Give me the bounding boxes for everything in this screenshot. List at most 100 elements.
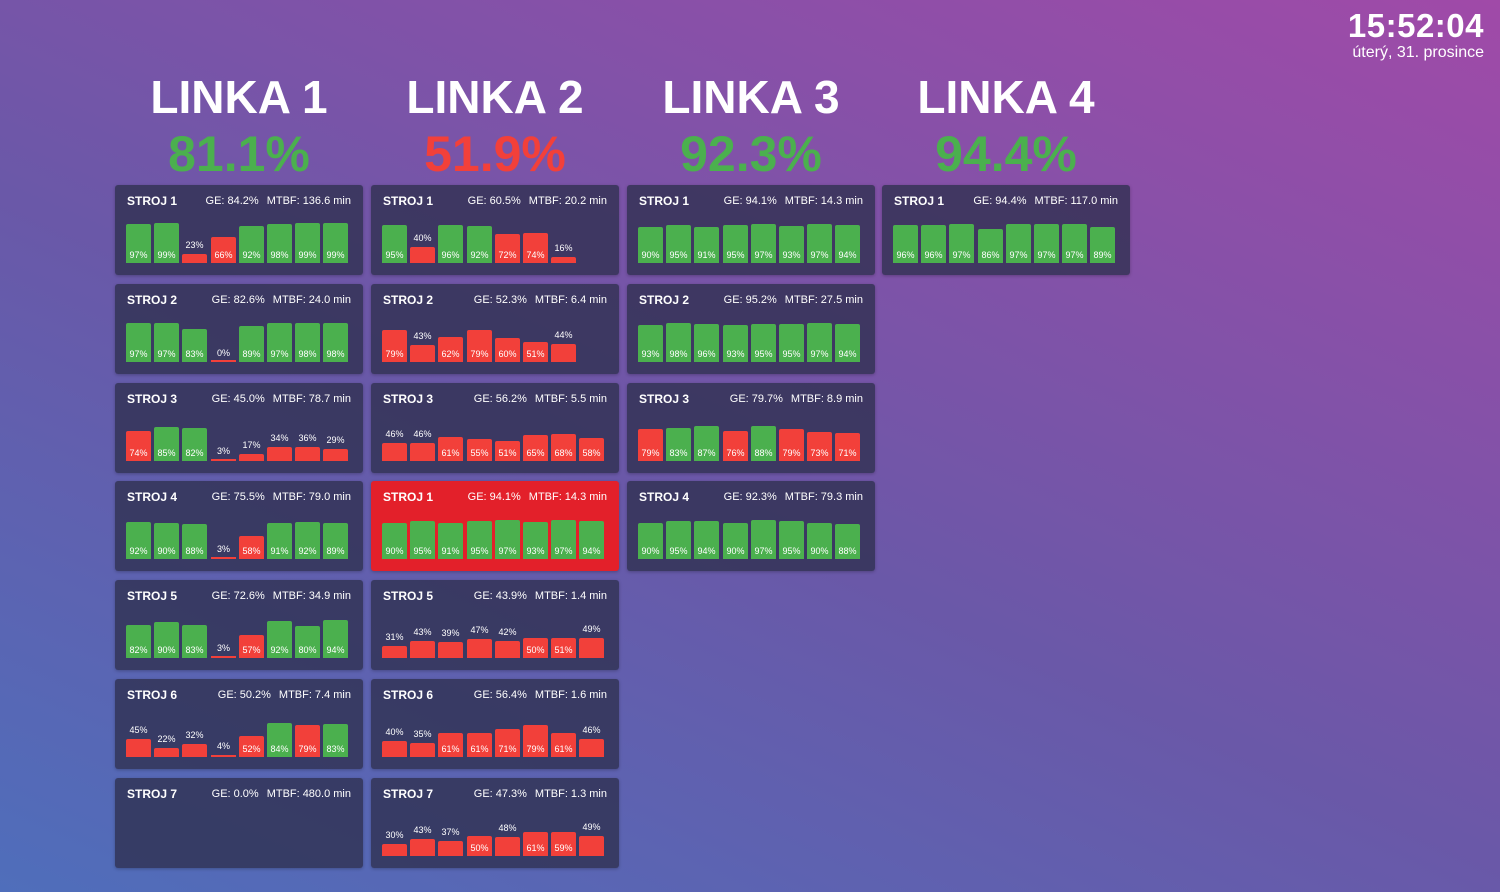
clock-date: úterý, 31. prosince [1352,44,1484,61]
hour-bar-label: 82% [185,448,204,458]
hour-bar [126,224,151,263]
hour-bar-label: 99% [298,250,317,260]
hour-bar [438,841,463,856]
machine-name: STROJ 6 [383,688,434,702]
hour-bar [666,428,691,461]
mtbf-label: MTBF: [266,788,300,800]
hour-bar-label: 60% [498,349,517,359]
machine-stats: GE: 72.6% MTBF: 34.9 min [212,590,351,602]
hour-bar [579,739,604,757]
machine-card[interactable]: STROJ 1 GE: 94.1% MTBF: 14.3 min 90% 95% 91% 95%… [371,481,619,571]
hour-bar-label: 79% [298,744,317,754]
machine-card[interactable]: STROJ 5 GE: 72.6% MTBF: 34.9 min 82% 90% 83% 3% 5… [115,580,363,670]
hour-bar-label: 94% [697,546,716,556]
machine-stats: GE: 52.3% MTBF: 6.4 min [474,294,607,306]
hourly-bars: 90% 95% 94% 90% 97% 95% 90% 88% [638,511,863,559]
mtbf-label: MTBF: [272,491,306,503]
hour-bar [835,324,860,362]
hour-bar-label: 92% [242,250,261,260]
machine-card[interactable]: STROJ 1 GE: 94.1% MTBF: 14.3 min 90% 95% 91% 95%… [627,185,875,275]
hour-bar [267,523,292,559]
hour-bar [382,330,407,362]
hour-bar [694,426,719,461]
hour-bar-label: 55% [470,448,489,458]
machine-card[interactable]: STROJ 1 GE: 94.4% MTBF: 117.0 min 96% 96% 97% 86… [882,185,1130,275]
hour-bar [551,257,576,263]
machine-card[interactable]: STROJ 3 GE: 79.7% MTBF: 8.9 min 79% 83% 87% 76% 8… [627,383,875,473]
hourly-bars: 96% 96% 97% 86% 97% 97% 97% 89% [893,215,1118,263]
hour-bar-label: 61% [441,744,460,754]
machine-card[interactable]: STROJ 1 GE: 84.2% MTBF: 136.6 min 97% 99% 23% 66… [115,185,363,275]
machine-stats: GE: 94.1% MTBF: 14.3 min [468,491,607,503]
ge-label: GE: [211,788,231,800]
hourly-bars: 74% 85% 82% 3% 17% 34% 36% 29% [126,413,351,461]
hourly-bars: 79% 43% 62% 79% 60% 51% 44% [382,314,607,362]
hour-bar-label: 49% [582,822,601,832]
hour-bar-label: 47% [470,625,489,635]
hour-bar [410,839,435,856]
mtbf-label: MTBF: [266,195,300,207]
machine-name: STROJ 2 [127,293,178,307]
hour-bar [495,641,520,658]
machine-card[interactable]: STROJ 2 GE: 95.2% MTBF: 27.5 min 93% 98% 96% 93%… [627,284,875,374]
hour-bar [239,536,264,559]
hour-bar [495,234,520,263]
hour-bar [382,443,407,461]
hour-bar [835,225,860,263]
hour-bar-label: 94% [326,645,345,655]
hour-bar-label: 49% [582,624,601,634]
line-efficiency: 51.9% [424,126,566,182]
hour-bar-label: 0% [216,348,230,358]
line-efficiency: 81.1% [168,126,310,182]
machine-card[interactable]: STROJ 7 GE: 0.0% MTBF: 480.0 min [115,778,363,868]
hour-bar-label: 71% [838,448,857,458]
hour-bar-label: 86% [981,250,1000,260]
machine-name: STROJ 1 [383,194,434,208]
machine-card[interactable]: STROJ 4 GE: 92.3% MTBF: 79.3 min 90% 95% 94% 90%… [627,481,875,571]
ge-value: 82.6% [233,294,265,306]
hour-bar-label: 97% [952,250,971,260]
hourly-bars: 46% 46% 61% 55% 51% 65% 68% 58% [382,413,607,461]
hour-bar [410,443,435,461]
hour-bar [921,225,946,263]
hour-bar [666,225,691,263]
hour-bar-label: 83% [669,448,688,458]
hour-bar-label: 62% [441,349,460,359]
machine-card[interactable]: STROJ 2 GE: 52.3% MTBF: 6.4 min 79% 43% 62% 79% 6… [371,284,619,374]
hour-bar-label: 74% [129,448,148,458]
hour-bar [751,224,776,263]
mtbf-value: 8.9 min [826,393,863,405]
machine-card[interactable]: STROJ 7 GE: 47.3% MTBF: 1.3 min 30% 43% 37% 50% 4… [371,778,619,868]
hour-bar [638,227,663,263]
hour-bar-label: 79% [526,744,545,754]
machine-card[interactable]: STROJ 1 GE: 60.5% MTBF: 20.2 min 95% 40% 96% 92%… [371,185,619,275]
hour-bar-label: 4% [216,741,230,751]
machine-card[interactable]: STROJ 5 GE: 43.9% MTBF: 1.4 min 31% 43% 39% 47% 4… [371,580,619,670]
machine-card[interactable]: STROJ 3 GE: 45.0% MTBF: 78.7 min 74% 85% 82% 3% 1… [115,383,363,473]
hour-bar [126,522,151,559]
hour-bar-label: 97% [129,349,148,359]
hour-bar [239,736,264,757]
hour-bar [382,741,407,757]
hour-bar-label: 95% [385,250,404,260]
hour-bar [1006,224,1031,263]
hour-bar [438,437,463,461]
machine-card[interactable]: STROJ 6 GE: 50.2% MTBF: 7.4 min 45% 22% 32% 4% 52… [115,679,363,769]
mtbf-value: 1.4 min [570,590,607,602]
mtbf-label: MTBF: [784,491,818,503]
hour-bar-label: 39% [441,628,460,638]
bar-baseline [211,360,236,362]
machine-card[interactable]: STROJ 4 GE: 75.5% MTBF: 79.0 min 92% 90% 88% 3% 5… [115,481,363,571]
ge-value: 60.5% [489,195,521,207]
hour-bar [551,832,576,856]
machine-card[interactable]: STROJ 6 GE: 56.4% MTBF: 1.6 min 40% 35% 61% 61% 7… [371,679,619,769]
machine-name: STROJ 2 [383,293,434,307]
hour-bar-label: 85% [157,448,176,458]
machine-card[interactable]: STROJ 2 GE: 82.6% MTBF: 24.0 min 97% 97% 83% 0% 8… [115,284,363,374]
machine-name: STROJ 2 [639,293,690,307]
hour-bar-label: 89% [326,546,345,556]
hour-bar-label: 97% [1009,250,1028,260]
hour-bar [323,223,348,263]
hour-bar-label: 61% [441,448,460,458]
machine-card[interactable]: STROJ 3 GE: 56.2% MTBF: 5.5 min 46% 46% 61% 55% 5… [371,383,619,473]
